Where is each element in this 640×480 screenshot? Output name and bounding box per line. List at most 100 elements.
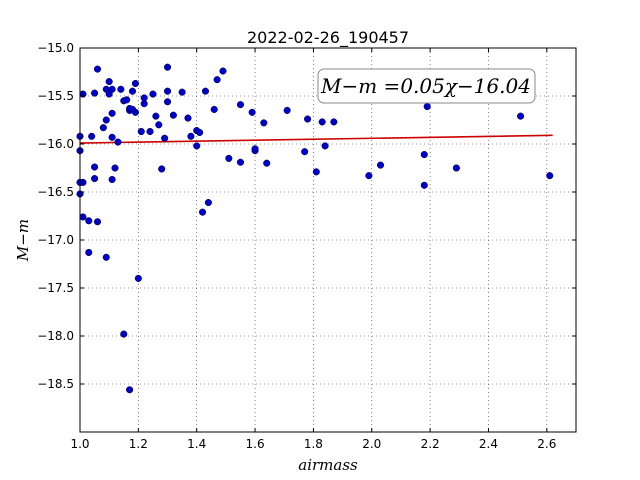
data-point [301, 148, 309, 156]
data-point [312, 168, 320, 176]
data-point [117, 85, 125, 93]
data-point [131, 108, 139, 116]
fit-line [79, 134, 553, 144]
data-point [163, 63, 172, 71]
data-point [91, 163, 99, 171]
fit-annotation: M−m =0.05χ−16.04 [317, 68, 536, 104]
data-point [85, 217, 93, 225]
data-point [79, 178, 87, 186]
annotation-box [317, 68, 536, 104]
data-point [187, 132, 195, 140]
data-point [93, 65, 102, 73]
data-point [210, 105, 218, 113]
x-tick-label: 1.8 [304, 437, 323, 451]
data-point [169, 111, 177, 119]
y-tick-label: −18.0 [37, 329, 74, 343]
data-point [93, 218, 102, 226]
data-point [123, 96, 131, 104]
data-point [184, 114, 192, 122]
x-tick-label: 1.6 [246, 437, 265, 451]
data-point [155, 121, 163, 129]
x-tick-label: 2.0 [362, 437, 381, 451]
data-point [108, 85, 116, 93]
data-point [140, 94, 148, 102]
data-point [146, 127, 154, 136]
data-point [105, 78, 113, 86]
data-point [108, 133, 116, 141]
data-point [149, 90, 157, 98]
data-point [137, 127, 145, 136]
x-axis-ticks: 1.0 1.2 1.4 1.6 1.8 2.0 2.2 2.4 2.6 [70, 48, 556, 451]
data-point [196, 128, 204, 137]
x-tick-label: 1.2 [129, 437, 148, 451]
data-point [236, 158, 245, 166]
y-tick-label: −15.0 [37, 41, 74, 55]
y-tick-label: −16.0 [37, 137, 74, 151]
data-point [134, 274, 142, 282]
data-point [201, 87, 210, 95]
y-tick-label: −16.5 [37, 185, 74, 199]
y-tick-label: −17.0 [37, 233, 74, 247]
data-point [283, 106, 291, 114]
data-point [114, 138, 122, 146]
data-point [423, 103, 431, 111]
x-tick-label: 1.4 [187, 437, 206, 451]
data-point [248, 108, 256, 116]
data-point [420, 151, 428, 159]
data-point [163, 87, 172, 95]
data-point [85, 248, 93, 257]
data-point [193, 142, 201, 150]
data-point [260, 119, 268, 127]
data-point [91, 175, 99, 183]
y-tick-label: −17.5 [37, 281, 74, 295]
data-point [263, 159, 271, 167]
data-point [131, 79, 139, 88]
data-point [126, 386, 134, 394]
y-axis-label: M−m [14, 219, 32, 262]
data-point [198, 208, 207, 216]
y-tick-label: −15.5 [37, 89, 74, 103]
annotation-equation: M−m =0.05χ−16.04 [320, 74, 531, 98]
fit-line-group [79, 134, 553, 144]
data-points [76, 63, 554, 394]
data-point [251, 145, 259, 153]
data-point [225, 154, 233, 162]
data-point [546, 172, 554, 180]
x-tick-label: 1.0 [70, 437, 89, 451]
data-point [178, 88, 186, 96]
data-point [330, 118, 338, 126]
data-point [108, 109, 116, 117]
data-point [163, 98, 172, 106]
data-point [420, 181, 428, 189]
x-tick-label: 2.4 [479, 437, 498, 451]
data-point [517, 112, 525, 120]
gridlines [80, 48, 576, 432]
data-point [102, 253, 110, 261]
chart-title: 2022-02-26_190457 [247, 28, 409, 48]
data-point [158, 165, 166, 173]
data-point [88, 132, 96, 140]
y-axis-ticks: −15.0 −15.5 −16.0 −16.5 −17.0 −17.5 −18.0 −18.5 [37, 41, 576, 391]
data-point [304, 115, 312, 123]
data-point [102, 116, 110, 124]
y-tick-label: −18.5 [37, 377, 74, 391]
data-point [111, 164, 119, 172]
data-point [79, 213, 87, 221]
data-point [365, 172, 373, 180]
data-point [452, 164, 460, 172]
data-point [128, 87, 137, 95]
x-axis-label: airmass [298, 456, 358, 474]
data-point [219, 67, 227, 75]
data-point [99, 124, 107, 132]
x-tick-label: 2.2 [421, 437, 440, 451]
data-point [152, 112, 160, 120]
data-point [161, 134, 169, 142]
data-point [318, 118, 326, 126]
data-point [204, 199, 212, 207]
data-point [236, 101, 245, 109]
data-point [108, 175, 116, 184]
data-point [376, 161, 385, 169]
x-tick-label: 2.6 [537, 437, 556, 451]
data-point [120, 330, 128, 338]
